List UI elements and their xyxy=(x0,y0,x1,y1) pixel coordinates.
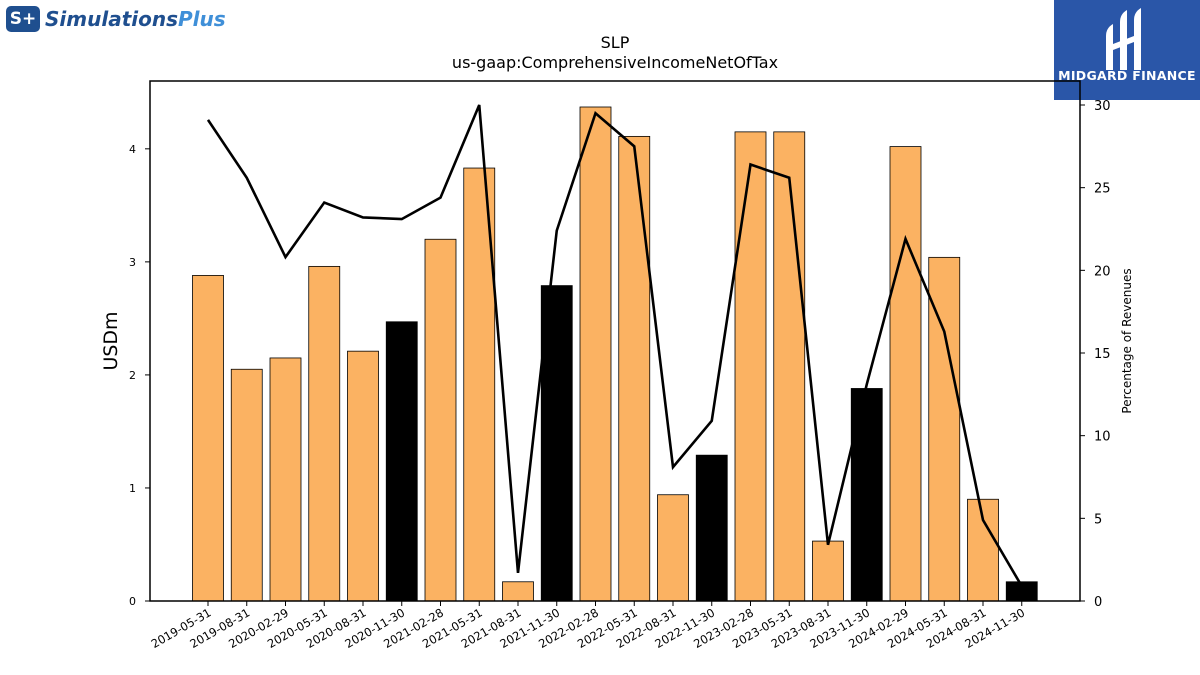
bar xyxy=(502,581,534,602)
y2-tick-label: 10 xyxy=(1094,430,1111,445)
bar xyxy=(192,275,224,602)
bar xyxy=(812,540,844,602)
bars-layer xyxy=(192,106,1038,602)
series-line xyxy=(206,104,1023,587)
simulations-plus-logo-mark: S+ xyxy=(6,6,40,32)
bar xyxy=(928,256,961,602)
simulations-plus-logo-text: SimulationsPlus xyxy=(45,7,226,31)
y2-tick-label: 15 xyxy=(1094,347,1111,362)
line-layer xyxy=(206,104,1023,587)
bar xyxy=(734,131,767,602)
bar xyxy=(889,146,922,602)
y2-tick-label: 5 xyxy=(1094,512,1102,527)
bar xyxy=(773,131,806,602)
bar xyxy=(347,350,379,602)
y2-tick-label: 0 xyxy=(1094,595,1102,610)
bar xyxy=(618,135,651,602)
bar xyxy=(540,285,573,602)
y-tick-label: 0 xyxy=(129,595,136,608)
bar xyxy=(424,238,457,602)
bar xyxy=(657,494,689,602)
bar xyxy=(850,388,883,602)
y-tick-label: 1 xyxy=(129,482,136,495)
y-tick-label: 4 xyxy=(129,143,136,156)
bar xyxy=(385,321,418,602)
bar xyxy=(579,106,612,602)
y-tick-label: 2 xyxy=(129,369,136,382)
logo-text-main: Simulations xyxy=(45,7,178,31)
logo-text-accent: Plus xyxy=(178,7,226,31)
plot-frame xyxy=(149,80,1081,602)
y2-tick-label: 30 xyxy=(1094,99,1111,114)
y-tick-label: 3 xyxy=(129,256,136,269)
y2-axis: 0 5 10 15 20 25 30 xyxy=(1080,99,1111,610)
y-axis-label: USDm xyxy=(100,311,122,370)
y2-tick-label: 20 xyxy=(1094,264,1111,279)
midgard-finance-logo-mark xyxy=(1106,8,1141,70)
y2-axis-label: Percentage of Revenues xyxy=(1120,268,1134,413)
y2-tick-label: 25 xyxy=(1094,182,1111,197)
chart-title: SLP xyxy=(601,33,630,52)
bar xyxy=(695,454,728,602)
chart-subtitle: us-gaap:ComprehensiveIncomeNetOfTax xyxy=(452,53,778,72)
simulations-plus-logo: S+ SimulationsPlus xyxy=(6,6,226,32)
bar xyxy=(269,357,302,602)
x-axis: 2019-05-312019-08-312020-02-292020-05-31… xyxy=(149,601,1027,651)
bar xyxy=(308,265,341,602)
y-axis: 0 1 2 3 4 xyxy=(129,143,150,608)
midgard-finance-logo: MIDGARD FINANCE xyxy=(1054,0,1200,100)
midgard-finance-logo-text: MIDGARD FINANCE xyxy=(1058,68,1196,83)
bar xyxy=(230,368,263,602)
